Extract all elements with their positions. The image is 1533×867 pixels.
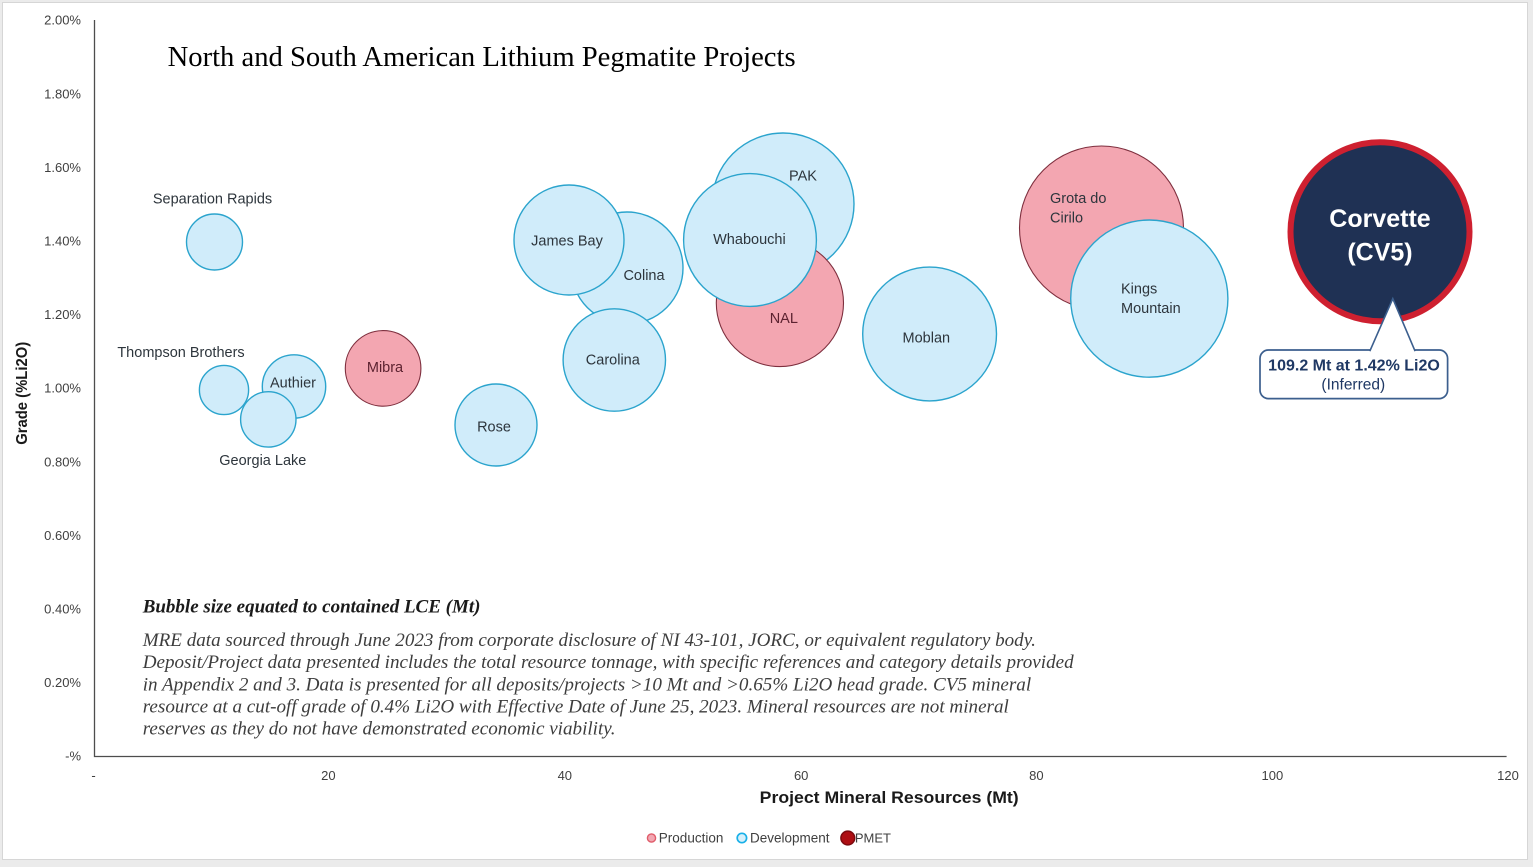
svg-text:2.00%: 2.00%	[44, 13, 81, 28]
svg-text:1.80%: 1.80%	[44, 86, 81, 101]
svg-text:Separation Rapids: Separation Rapids	[153, 192, 272, 208]
svg-text:-%: -%	[65, 749, 81, 764]
svg-text:Corvette: Corvette	[1329, 205, 1431, 233]
svg-text:20: 20	[321, 768, 335, 783]
svg-text:60: 60	[794, 768, 808, 783]
svg-text:reserves as they do not have d: reserves as they do not have demonstrate…	[143, 719, 616, 740]
svg-text:100: 100	[1262, 768, 1284, 783]
svg-text:North and South American Lithi: North and South American Lithium Pegmati…	[168, 42, 796, 73]
svg-text:Mountain: Mountain	[1121, 301, 1181, 317]
svg-text:Thompson Brothers: Thompson Brothers	[117, 345, 244, 361]
svg-text:(CV5): (CV5)	[1347, 239, 1412, 267]
svg-text:Deposit/Project data presented: Deposit/Project data presented includes …	[142, 652, 1074, 673]
svg-text:in Appendix 2 and 3. Data is p: in Appendix 2 and 3. Data is presented f…	[143, 674, 1031, 695]
svg-text:Authier: Authier	[270, 376, 316, 392]
svg-text:40: 40	[558, 768, 572, 783]
svg-text:Colina: Colina	[623, 268, 665, 284]
svg-text:Georgia Lake: Georgia Lake	[219, 453, 306, 469]
svg-text:0.80%: 0.80%	[44, 454, 81, 469]
svg-text:0.20%: 0.20%	[44, 675, 81, 690]
svg-text:0.40%: 0.40%	[44, 602, 81, 617]
svg-text:1.00%: 1.00%	[44, 381, 81, 396]
svg-text:NAL: NAL	[770, 311, 798, 327]
svg-text:Grota do: Grota do	[1050, 191, 1106, 207]
svg-text:Moblan: Moblan	[903, 330, 951, 346]
svg-text:1.20%: 1.20%	[44, 307, 81, 322]
svg-text:Whabouchi: Whabouchi	[713, 232, 786, 248]
svg-text:120: 120	[1497, 768, 1519, 783]
svg-text:1.40%: 1.40%	[44, 234, 81, 249]
svg-text:Bubble size equated to contain: Bubble size equated to contained LCE (Mt…	[142, 597, 481, 618]
svg-text:Rose: Rose	[477, 419, 511, 435]
svg-text:PAK: PAK	[789, 169, 817, 185]
svg-text:James Bay: James Bay	[531, 234, 603, 250]
svg-text:PMET: PMET	[855, 831, 891, 846]
svg-text:Cirilo: Cirilo	[1050, 210, 1083, 226]
svg-text:resource at a cut-off grade of: resource at a cut-off grade of 0.4% Li2O…	[143, 697, 1009, 718]
svg-text:Mibra: Mibra	[367, 360, 404, 376]
svg-text:Production: Production	[659, 831, 724, 846]
svg-text:(Inferred): (Inferred)	[1321, 377, 1385, 394]
svg-text:80: 80	[1029, 768, 1043, 783]
svg-text:Kings: Kings	[1121, 282, 1157, 298]
svg-text:0.60%: 0.60%	[44, 528, 81, 543]
svg-text:-: -	[91, 768, 95, 783]
svg-text:MRE data sourced through June: MRE data sourced through June 2023 from …	[142, 630, 1036, 651]
svg-text:109.2 Mt at 1.42% Li2O: 109.2 Mt at 1.42% Li2O	[1268, 357, 1440, 374]
svg-text:Grade (%Li2O): Grade (%Li2O)	[14, 342, 31, 445]
svg-text:Carolina: Carolina	[586, 353, 641, 369]
svg-text:1.60%: 1.60%	[44, 160, 81, 175]
svg-text:Project Mineral Resources (Mt): Project Mineral Resources (Mt)	[760, 788, 1019, 807]
svg-text:Development: Development	[750, 831, 830, 846]
